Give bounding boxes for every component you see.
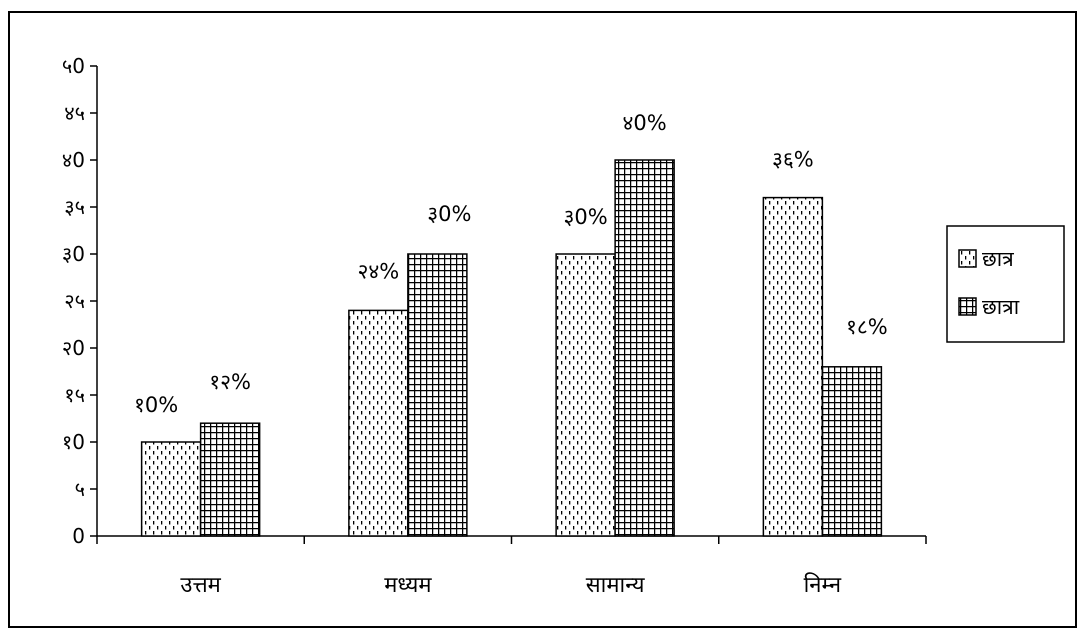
x-category-label: सामान्य <box>586 573 646 598</box>
bar-female <box>614 159 675 537</box>
legend-box <box>946 225 1065 343</box>
x-category-label: उत्तम <box>180 573 221 598</box>
y-tick-label: 0 <box>72 524 85 548</box>
legend-label: छात्र <box>982 247 1014 271</box>
data-label: २४% <box>357 259 399 283</box>
legend-label: छात्रा <box>982 295 1020 319</box>
bar-female <box>821 366 883 537</box>
legend-swatch <box>958 297 977 316</box>
y-tick-label: ५ <box>75 477 85 501</box>
bar-female <box>407 253 468 537</box>
legend-swatch <box>958 249 977 268</box>
bar-male <box>762 196 824 537</box>
data-label: १0% <box>134 393 178 417</box>
y-tick-label: १५ <box>64 383 85 407</box>
data-label: १८% <box>846 315 888 339</box>
bar-male <box>140 441 202 537</box>
y-tick-label: २५ <box>64 289 85 313</box>
y-tick-label: ३0 <box>62 242 85 266</box>
y-tick-label: ३५ <box>64 195 85 219</box>
data-label: ३0% <box>564 205 608 229</box>
x-category-label: मध्यम <box>384 573 432 598</box>
data-label: १२% <box>209 370 251 394</box>
y-tick-label: १0 <box>62 430 85 454</box>
y-tick-label: ४0 <box>62 148 85 172</box>
bar-male <box>348 309 409 537</box>
data-label: ३0% <box>427 202 471 226</box>
y-tick-label: २0 <box>62 336 85 360</box>
x-category-label: निम्न <box>804 572 842 598</box>
bar-male <box>555 253 616 537</box>
data-label: ३६% <box>772 148 814 172</box>
data-label: ४0% <box>623 111 667 135</box>
y-tick-label: ५0 <box>62 54 85 78</box>
bar-female <box>199 422 261 537</box>
y-tick-label: ४५ <box>64 101 85 125</box>
